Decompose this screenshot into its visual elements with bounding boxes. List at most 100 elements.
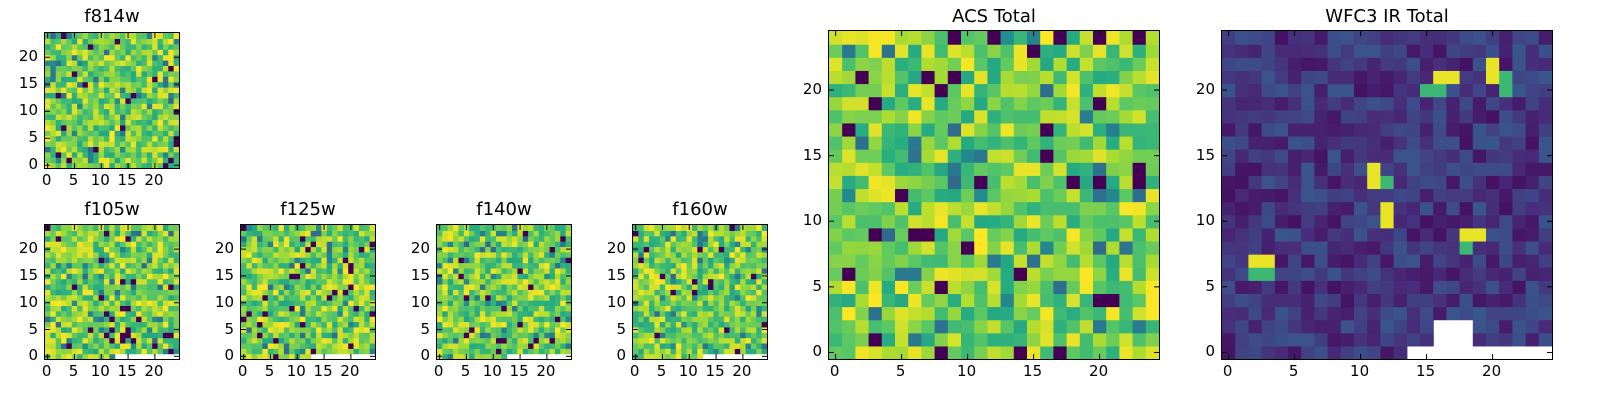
heatmap-cell	[71, 246, 78, 253]
heatmap-cell	[549, 257, 556, 264]
heatmap-cell	[55, 225, 62, 231]
heatmap-cell	[895, 240, 909, 255]
heatmap-cell	[316, 283, 322, 290]
heatmap-cell	[98, 294, 105, 301]
heatmap-cell	[168, 251, 175, 258]
heatmap-cell	[146, 60, 153, 66]
heatmap-cell	[294, 267, 301, 274]
heatmap-cell	[348, 310, 355, 317]
heatmap-cell	[262, 278, 269, 285]
heatmap-cell	[1013, 44, 1028, 58]
heatmap-cell	[125, 241, 132, 248]
heatmap-cell	[1499, 122, 1513, 137]
heatmap-cell	[868, 109, 883, 124]
heatmap-cell	[544, 262, 551, 269]
heatmap-cell	[1459, 293, 1474, 308]
heatmap-cell	[842, 267, 856, 281]
heatmap-cell	[98, 54, 105, 61]
heatmap-cell	[1499, 306, 1513, 321]
heatmap-cell	[675, 337, 682, 344]
heatmap-cell	[353, 342, 360, 349]
heatmap-cell	[130, 257, 137, 264]
heatmap-cell	[87, 151, 94, 158]
heatmap-cell	[241, 262, 247, 269]
heatmap-cell	[528, 262, 535, 269]
heatmap-cell	[469, 273, 476, 280]
heatmap-cell	[130, 54, 137, 61]
heatmap-cell	[1538, 319, 1552, 334]
heatmap-cell	[506, 241, 513, 248]
heatmap-cell	[45, 305, 51, 312]
heatmap-cell	[974, 267, 988, 281]
heatmap-cell	[829, 267, 843, 281]
heatmap-cell	[50, 225, 57, 231]
heatmap-cell	[358, 251, 365, 258]
heatmap-cell	[517, 348, 524, 355]
heatmap-cell	[246, 230, 253, 237]
heatmap-cell	[55, 76, 62, 83]
heatmap-cell	[490, 348, 497, 355]
heatmap-cell	[1340, 70, 1355, 85]
heatmap-cell	[740, 262, 747, 269]
heatmap-cell	[103, 225, 110, 231]
heatmap-cell	[1066, 267, 1081, 281]
heatmap-cell	[353, 337, 360, 344]
heatmap-cell	[168, 38, 175, 45]
y-tick-label: 20	[18, 239, 38, 258]
heatmap-cell	[103, 353, 110, 359]
heatmap-cell	[463, 283, 470, 290]
heatmap-cell	[1027, 57, 1041, 71]
heatmap-cell	[141, 326, 148, 333]
heatmap-cell	[654, 321, 661, 328]
heatmap-cell	[1013, 135, 1028, 150]
heatmap-cell	[868, 332, 883, 347]
heatmap-cell	[358, 332, 365, 339]
heatmap-cell	[490, 235, 497, 242]
heatmap-cell	[61, 267, 68, 274]
heatmap-cell	[718, 251, 725, 258]
heatmap-cell	[66, 294, 73, 301]
heatmap-cell	[162, 49, 169, 56]
heatmap-cell	[162, 108, 169, 115]
heatmap-cell	[326, 230, 333, 237]
heatmap-cell	[517, 294, 524, 301]
heatmap-cell	[1066, 254, 1081, 268]
heatmap-cell	[262, 337, 269, 344]
heatmap-cell	[756, 326, 763, 333]
heatmap-cell	[961, 122, 975, 137]
heatmap-cell	[868, 70, 883, 85]
heatmap-cell	[442, 289, 449, 296]
heatmap-cell	[262, 294, 269, 301]
heatmap-cell	[1340, 240, 1355, 255]
heatmap-cell	[146, 257, 153, 264]
heatmap-cell	[490, 342, 497, 349]
heatmap-cell	[1486, 254, 1500, 268]
heatmap-cell	[332, 241, 339, 248]
heatmap-cell	[262, 305, 269, 312]
heatmap-cell	[130, 33, 137, 39]
heatmap-cell	[947, 149, 962, 163]
heatmap-cell	[267, 273, 274, 280]
heatmap-cell	[114, 321, 121, 328]
heatmap-cell	[1288, 135, 1302, 150]
heatmap-cell	[528, 257, 535, 264]
heatmap-cell	[1354, 280, 1368, 294]
heatmap-cell	[146, 157, 153, 164]
heatmap-cell	[157, 326, 164, 333]
heatmap-cell	[740, 241, 747, 248]
heatmap-cell	[152, 97, 159, 104]
x-tick-label: 0	[237, 362, 248, 380]
heatmap-cell	[1525, 135, 1540, 150]
heatmap-cell	[93, 251, 100, 258]
heatmap-cell	[702, 262, 709, 269]
heatmap-cell	[1235, 214, 1249, 229]
heatmap-cell	[1354, 31, 1368, 45]
heatmap-cell	[665, 310, 672, 317]
heatmap-cell	[141, 76, 148, 83]
heatmap-cell	[1093, 96, 1107, 111]
heatmap-cell	[103, 81, 110, 88]
heatmap-cell	[98, 348, 105, 355]
heatmap-cells	[45, 33, 179, 168]
heatmap-cell	[665, 316, 672, 323]
heatmap-cell	[442, 353, 449, 359]
